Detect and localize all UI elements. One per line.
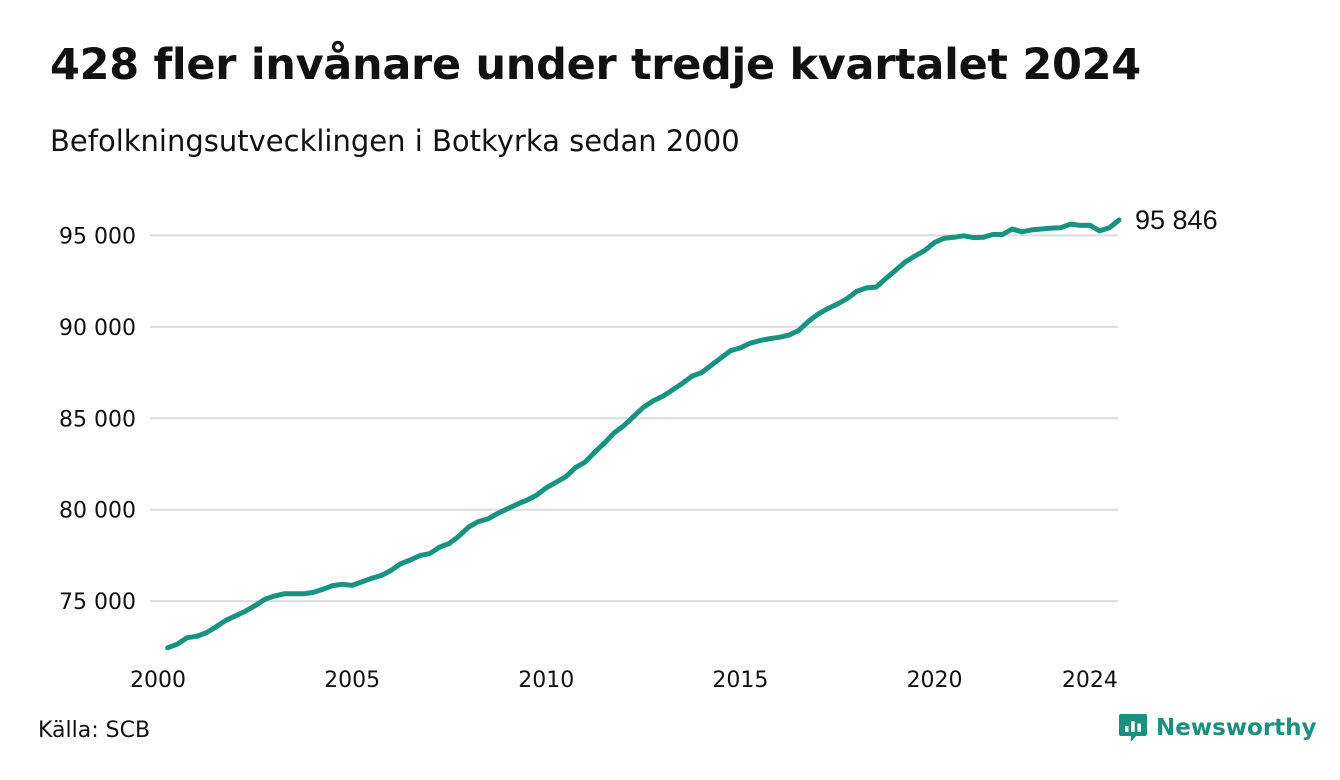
y-tick-label: 75 000 bbox=[59, 590, 136, 615]
brand-name: Newsworthy bbox=[1156, 715, 1317, 741]
chart-title: 428 fler invånare under tredje kvartalet… bbox=[50, 40, 1141, 90]
y-tick-label: 85 000 bbox=[59, 407, 136, 432]
end-label-layer: 95 846 bbox=[1135, 205, 1218, 235]
x-tick-label: 2000 bbox=[130, 668, 186, 693]
x-axis-ticks: 2000 2005 2010 2015 2020 2024 bbox=[130, 668, 1118, 693]
x-tick-label: 2024 bbox=[1062, 668, 1118, 693]
chart-subtitle: Befolkningsutvecklingen i Botkyrka sedan… bbox=[50, 124, 740, 158]
x-tick-label: 2015 bbox=[712, 668, 768, 693]
brand-logo-group[interactable]: Newsworthy bbox=[1118, 712, 1317, 744]
y-tick-label: 80 000 bbox=[59, 499, 136, 524]
x-tick-label: 2010 bbox=[518, 668, 574, 693]
x-tick-label: 2005 bbox=[324, 668, 380, 693]
y-axis-ticks: 75 000 80 000 85 000 90 000 95 000 bbox=[59, 224, 136, 615]
newsworthy-logo-icon bbox=[1119, 714, 1147, 742]
series-layer bbox=[165, 217, 1122, 651]
x-tick-label: 2020 bbox=[907, 668, 963, 693]
end-value-label: 95 846 bbox=[1135, 205, 1218, 235]
series-line bbox=[165, 217, 1122, 651]
source-note: Källa: SCB bbox=[38, 718, 151, 743]
y-tick-label: 90 000 bbox=[59, 316, 136, 341]
y-tick-label: 95 000 bbox=[59, 224, 136, 249]
